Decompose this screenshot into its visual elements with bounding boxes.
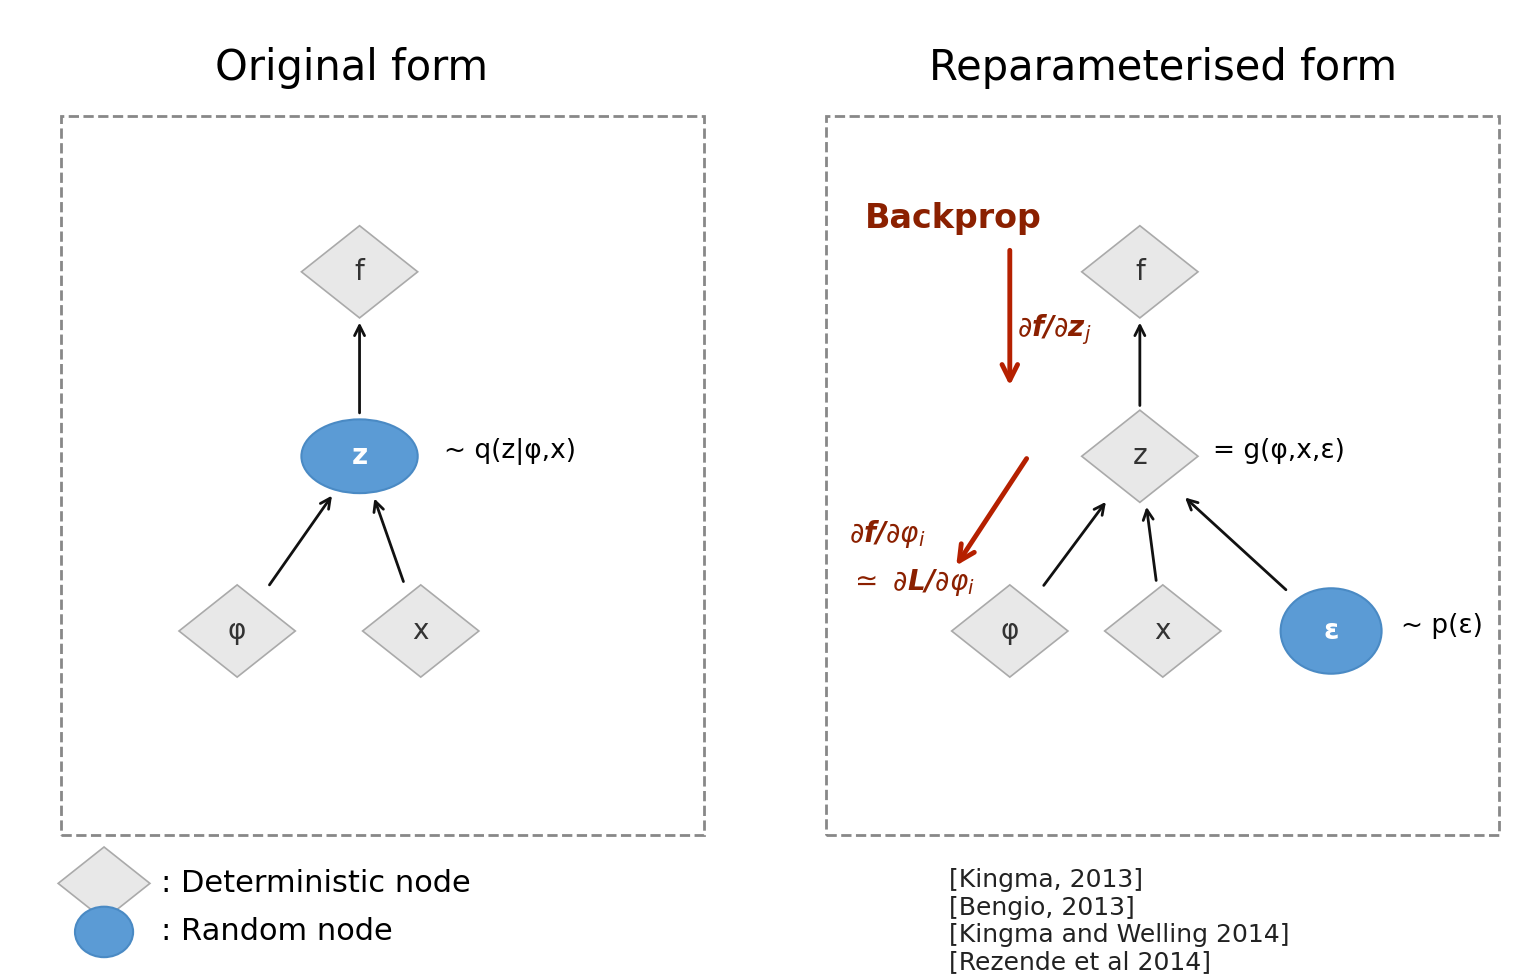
- Text: [Kingma, 2013]: [Kingma, 2013]: [949, 869, 1143, 892]
- Polygon shape: [363, 585, 479, 677]
- Text: z: z: [352, 442, 367, 470]
- Polygon shape: [179, 585, 295, 677]
- Text: : Random node: : Random node: [161, 917, 392, 947]
- Text: [Rezende et al 2014]: [Rezende et al 2014]: [949, 950, 1210, 974]
- Polygon shape: [952, 585, 1068, 677]
- Polygon shape: [58, 847, 150, 919]
- Text: Reparameterised form: Reparameterised form: [929, 47, 1397, 89]
- Text: φ: φ: [1001, 617, 1019, 645]
- Text: f: f: [355, 258, 364, 286]
- Text: $\partial$f/$\partial$z$_j$: $\partial$f/$\partial$z$_j$: [1017, 312, 1092, 347]
- Polygon shape: [301, 225, 418, 318]
- Text: x: x: [1155, 617, 1170, 645]
- Text: : Deterministic node: : Deterministic node: [161, 869, 470, 898]
- Text: Backprop: Backprop: [864, 202, 1042, 235]
- Text: z: z: [1132, 442, 1148, 470]
- Text: ε: ε: [1323, 617, 1339, 645]
- Circle shape: [301, 420, 418, 493]
- Text: f: f: [1135, 258, 1144, 286]
- Text: $\simeq$ $\partial$L/$\partial\varphi$$_i$: $\simeq$ $\partial$L/$\partial\varphi$$_…: [849, 567, 975, 598]
- Ellipse shape: [1281, 589, 1382, 673]
- Text: ~ p(ε): ~ p(ε): [1401, 613, 1484, 639]
- Polygon shape: [1082, 225, 1198, 318]
- Polygon shape: [1082, 410, 1198, 503]
- Text: [Kingma and Welling 2014]: [Kingma and Welling 2014]: [949, 923, 1290, 947]
- Text: x: x: [413, 617, 428, 645]
- Text: $\partial$f/$\partial\varphi$$_i$: $\partial$f/$\partial\varphi$$_i$: [849, 518, 926, 549]
- Text: φ: φ: [228, 617, 246, 645]
- Text: = g(φ,x,ε): = g(φ,x,ε): [1213, 438, 1345, 465]
- Polygon shape: [1105, 585, 1221, 677]
- Ellipse shape: [75, 907, 133, 957]
- Text: ~ q(z|φ,x): ~ q(z|φ,x): [444, 438, 575, 465]
- Text: Original form: Original form: [216, 47, 488, 89]
- Text: [Bengio, 2013]: [Bengio, 2013]: [949, 896, 1134, 919]
